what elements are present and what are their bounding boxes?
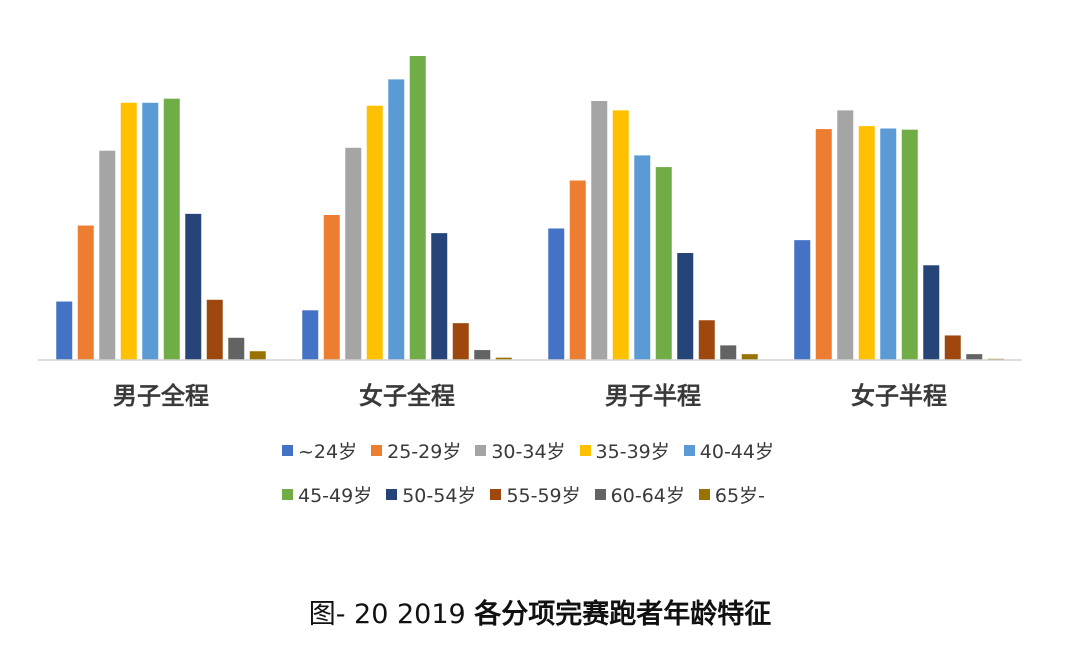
bar-35-39岁-男子全程 — [120, 102, 137, 361]
figure-caption: 图- 20 2019 各分项完赛跑者年龄特征 — [0, 592, 1080, 631]
bar-50-54岁-女子全程 — [431, 233, 448, 360]
bar-40-44岁-男子全程 — [142, 102, 159, 361]
bar-65岁--女子全程 — [495, 357, 512, 360]
bar-45-49岁-女子半程 — [901, 129, 918, 360]
bar-35-39岁-男子半程 — [612, 110, 629, 361]
bar-30-34岁-男子半程 — [591, 101, 608, 361]
legend-item: 40-44岁 — [683, 436, 774, 464]
legend-swatch — [594, 488, 606, 500]
legend-swatch — [683, 444, 695, 456]
legend-label: 60-64岁 — [610, 484, 685, 507]
bar-~24岁-女子半程 — [794, 240, 811, 360]
legend-item: 25-29岁 — [371, 436, 461, 464]
category-label: 男子半程 — [605, 382, 701, 410]
category-labels: 男子全程 女子全程 男子半程 女子半程 — [113, 382, 947, 410]
legend-item: 60-64岁 — [594, 480, 685, 508]
bar-40-44岁-男子半程 — [634, 155, 651, 360]
caption-prefix: 图- 20 2019 — [308, 599, 475, 630]
bar-30-34岁-女子全程 — [345, 147, 362, 360]
legend-label: 35-39岁 — [595, 440, 670, 463]
legend-label: 25-29岁 — [387, 440, 462, 463]
bar-30-34岁-女子半程 — [837, 110, 854, 361]
legend-label: 45-49岁 — [298, 484, 373, 507]
bar-50-54岁-女子半程 — [923, 265, 940, 360]
category-label: 男子全程 — [113, 382, 209, 410]
bar-25-29岁-男子半程 — [569, 180, 586, 360]
legend-item: 35-39岁 — [579, 436, 670, 464]
legend-swatch — [371, 444, 383, 456]
legend-swatch — [282, 488, 293, 500]
legend-item: ~24岁 — [282, 436, 357, 464]
legend-label: 30-34岁 — [491, 440, 566, 463]
bar-60-64岁-男子全程 — [228, 337, 245, 360]
bars-group — [56, 56, 1004, 361]
bar-60-64岁-男子半程 — [720, 345, 737, 360]
bar-65岁--男子全程 — [249, 351, 266, 360]
bar-35-39岁-女子全程 — [366, 105, 383, 360]
bar-50-54岁-男子半程 — [677, 253, 694, 360]
bar-~24岁-男子全程 — [56, 301, 73, 360]
bar-~24岁-男子半程 — [548, 228, 565, 360]
legend-item: 55-59岁 — [490, 480, 581, 508]
legend-swatch — [282, 444, 293, 456]
legend-swatch — [698, 488, 710, 500]
legend-label: 65岁- — [714, 484, 765, 507]
bar-30-34岁-男子全程 — [99, 150, 116, 360]
bar-~24岁-女子全程 — [302, 310, 319, 360]
legend: ~24岁 25-29岁 30-34岁 35-39岁 40-44岁 45-49岁 50-54岁… — [282, 436, 842, 508]
bar-55-59岁-女子全程 — [452, 323, 469, 360]
bar-45-49岁-男子半程 — [655, 167, 672, 360]
bar-60-64岁-女子半程 — [966, 354, 983, 360]
legend-swatch — [386, 488, 398, 500]
bar-25-29岁-女子全程 — [323, 215, 340, 360]
bar-60-64岁-女子全程 — [474, 350, 491, 360]
bar-25-29岁-男子全程 — [77, 225, 94, 360]
legend-swatch — [490, 488, 502, 500]
bar-40-44岁-女子半程 — [880, 128, 897, 360]
bar-35-39岁-女子半程 — [858, 126, 875, 361]
legend-label: 50-54岁 — [402, 484, 477, 507]
legend-swatch — [579, 444, 591, 456]
legend-item: 30-34岁 — [475, 436, 566, 464]
bar-65岁--男子半程 — [741, 354, 758, 360]
bar-45-49岁-女子全程 — [409, 56, 426, 360]
legend-label: 40-44岁 — [699, 440, 774, 463]
caption-title: 各分项完赛跑者年龄特征 — [474, 599, 772, 630]
bar-55-59岁-男子全程 — [206, 299, 223, 360]
bar-chart: 男子全程 女子全程 男子半程 女子半程 — [38, 56, 1022, 410]
legend-item: 50-54岁 — [386, 480, 476, 508]
bar-25-29岁-女子半程 — [815, 129, 832, 360]
legend-label: ~24岁 — [298, 440, 358, 463]
bar-50-54岁-男子全程 — [185, 213, 202, 360]
bar-45-49岁-男子全程 — [163, 98, 180, 361]
legend-swatch — [475, 444, 487, 456]
legend-item: 65岁- — [698, 480, 765, 508]
legend-item: 45-49岁 — [282, 480, 372, 508]
category-label: 女子半程 — [851, 382, 947, 410]
bar-40-44岁-女子全程 — [388, 79, 405, 360]
bar-55-59岁-女子半程 — [944, 335, 961, 360]
legend-label: 55-59岁 — [506, 484, 581, 507]
bar-55-59岁-男子半程 — [698, 320, 715, 360]
category-label: 女子全程 — [359, 382, 455, 410]
